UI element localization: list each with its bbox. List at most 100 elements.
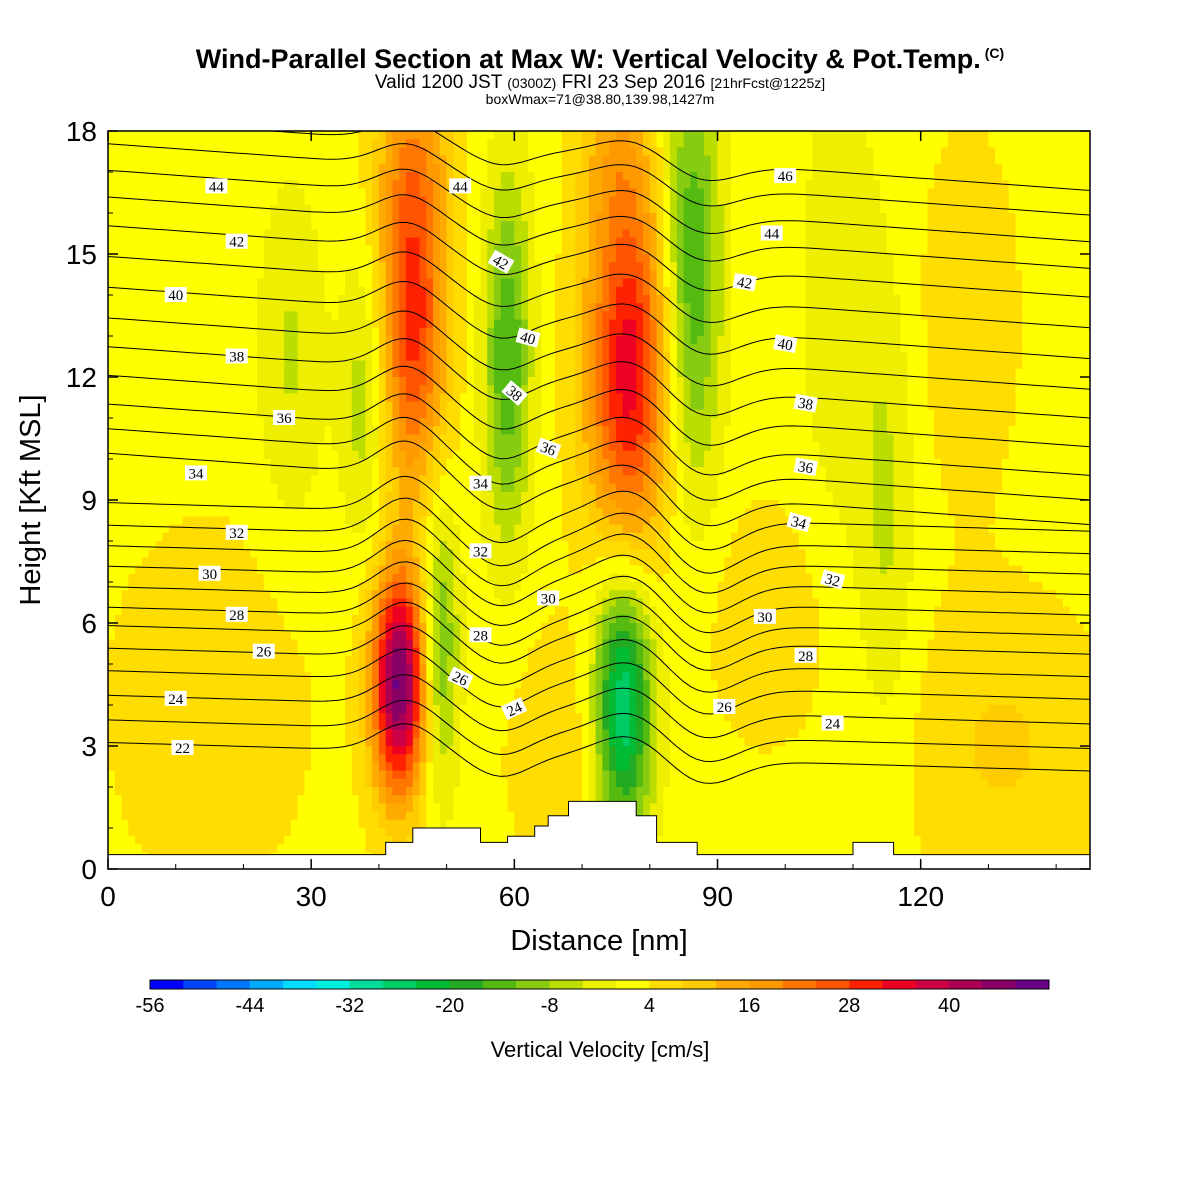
velocity-cell	[263, 221, 272, 230]
velocity-cell	[534, 254, 543, 263]
velocity-cell	[202, 196, 211, 206]
velocity-cell	[378, 139, 387, 148]
velocity-cell	[290, 262, 299, 271]
velocity-cell	[385, 377, 394, 386]
velocity-cell	[568, 139, 576, 148]
velocity-cell	[954, 377, 962, 386]
velocity-cell	[913, 401, 922, 411]
velocity-cell	[331, 344, 339, 353]
velocity-cell	[453, 393, 461, 403]
velocity-cell	[588, 213, 597, 222]
velocity-cell	[575, 254, 583, 263]
velocity-cell	[162, 131, 170, 140]
velocity-cell	[500, 295, 509, 304]
velocity-cell	[954, 221, 962, 230]
velocity-cell	[595, 319, 603, 329]
velocity-cell	[988, 155, 996, 165]
velocity-cell	[731, 286, 739, 296]
velocity-cell	[758, 180, 766, 189]
velocity-cell	[900, 311, 908, 321]
velocity-cell	[385, 188, 394, 198]
velocity-cell	[595, 213, 603, 222]
velocity-cell	[737, 155, 746, 165]
velocity-cell	[785, 377, 793, 386]
velocity-cell	[290, 147, 299, 157]
velocity-cell	[189, 401, 197, 411]
velocity-cell	[507, 139, 515, 148]
velocity-cell	[670, 172, 678, 181]
velocity-cell	[927, 245, 935, 255]
velocity-cell	[575, 131, 583, 140]
velocity-cell	[846, 360, 854, 370]
velocity-cell	[284, 131, 292, 140]
velocity-cell	[1042, 401, 1050, 411]
velocity-cell	[385, 319, 394, 329]
velocity-cell	[568, 295, 576, 304]
velocity-cell	[981, 295, 990, 304]
velocity-cell	[636, 319, 644, 329]
velocity-cell	[135, 229, 143, 239]
velocity-cell	[304, 295, 312, 304]
velocity-cell	[785, 196, 793, 206]
velocity-cell	[494, 196, 502, 206]
velocity-cell	[284, 188, 292, 198]
velocity-cell	[676, 196, 685, 206]
velocity-cell	[311, 139, 319, 148]
velocity-cell	[507, 131, 515, 140]
velocity-cell	[114, 401, 123, 411]
velocity-cell	[453, 172, 461, 181]
velocity-cell	[168, 237, 177, 247]
velocity-cell	[155, 352, 163, 362]
velocity-cell	[893, 303, 901, 312]
velocity-cell	[345, 139, 353, 148]
velocity-cell	[764, 360, 773, 370]
velocity-cell	[649, 163, 658, 173]
velocity-cell	[825, 147, 834, 157]
velocity-cell	[629, 147, 637, 157]
velocity-cell	[372, 360, 380, 370]
velocity-cell	[365, 401, 373, 411]
velocity-cell	[426, 221, 434, 230]
velocity-cell	[236, 172, 245, 181]
velocity-cell	[148, 180, 156, 189]
velocity-cell	[575, 393, 583, 403]
velocity-cell	[527, 319, 536, 329]
velocity-cell	[920, 327, 929, 337]
velocity-cell	[229, 254, 238, 263]
velocity-cell	[148, 278, 156, 288]
velocity-cell	[250, 360, 258, 370]
velocity-cell	[304, 303, 312, 312]
velocity-cell	[1069, 311, 1078, 321]
velocity-cell	[758, 147, 766, 157]
velocity-cell	[771, 368, 780, 378]
velocity-cell	[297, 147, 305, 157]
velocity-cell	[595, 385, 603, 394]
velocity-cell	[297, 131, 305, 140]
velocity-cell	[1035, 385, 1044, 394]
velocity-cell	[290, 196, 299, 206]
velocity-cell	[229, 319, 238, 329]
velocity-cell	[311, 270, 319, 280]
velocity-cell	[636, 303, 644, 312]
velocity-cell	[399, 352, 407, 362]
velocity-cell	[663, 139, 671, 148]
velocity-cell	[683, 385, 692, 394]
velocity-cell	[114, 270, 123, 280]
velocity-cell	[290, 295, 299, 304]
velocity-cell	[656, 295, 664, 304]
velocity-cell	[974, 131, 983, 140]
velocity-cell	[724, 131, 732, 140]
velocity-cell	[182, 188, 190, 198]
velocity-cell	[636, 385, 644, 394]
velocity-cell	[886, 237, 895, 247]
velocity-cell	[405, 319, 414, 329]
velocity-cell	[209, 270, 217, 280]
velocity-cell	[256, 221, 265, 230]
velocity-cell	[480, 360, 488, 370]
velocity-cell	[460, 311, 468, 321]
velocity-cell	[433, 295, 441, 304]
velocity-cell	[758, 237, 766, 247]
velocity-cell	[114, 377, 123, 386]
velocity-cell	[189, 139, 197, 148]
velocity-cell	[1015, 278, 1023, 288]
